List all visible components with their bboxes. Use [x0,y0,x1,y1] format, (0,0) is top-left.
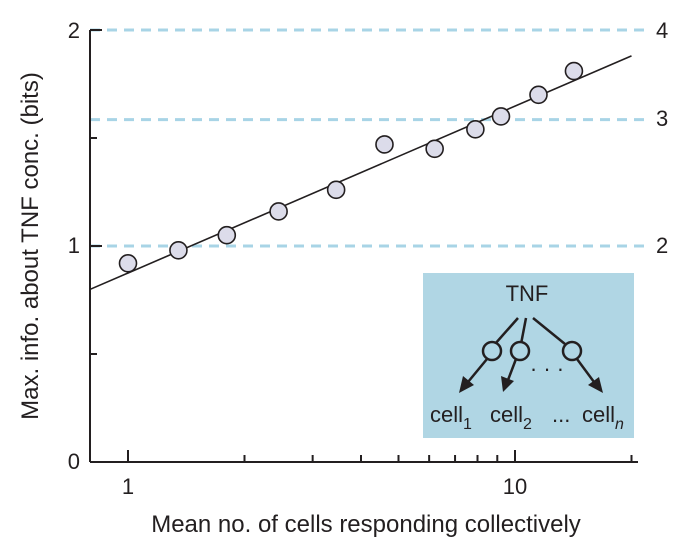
inset-cell-1-label: cell1 [430,402,472,433]
x-tick-label-10: 10 [503,474,527,499]
data-point [491,107,511,126]
inset-edge-1a [494,317,519,345]
reference-label-2: 2 [656,233,668,258]
y-tick-label-0: 0 [68,449,80,474]
inset-ellipsis-mid: · · · [530,356,564,381]
x-ticks [127,450,633,462]
data-point [269,202,288,221]
inset-edge-2b [506,358,518,381]
data-point [564,61,584,81]
inset-node-2 [509,340,531,362]
inset-arrowhead-2 [501,376,514,392]
inset-edge-2a [519,317,528,345]
inset-node-1 [481,340,503,362]
inset-tnf-label: TNF [506,281,549,306]
reference-label-4: 4 [656,18,668,43]
data-points [118,61,584,273]
y-tick-label-1: 1 [68,233,80,258]
data-point [118,253,138,273]
data-point [326,180,346,200]
inset-edge-1b [467,358,488,383]
data-point [375,135,394,154]
data-point [217,225,237,245]
x-axis-label: Mean no. of cells responding collectivel… [151,511,581,538]
y-axis-label: Max. info. about TNF conc. (bits) [17,72,44,420]
x-tick-label-1: 1 [122,474,134,499]
inset-node-3 [561,340,583,362]
inset-edge-3b [575,358,596,383]
inset-cell-n-label: celln [582,402,624,433]
inset-arrowhead-1 [459,376,474,393]
reference-label-3: 3 [656,106,668,131]
data-point [169,241,188,260]
inset-edge-3a [532,317,566,345]
y-ticks [90,29,102,463]
inset-arrowhead-3 [588,377,603,393]
data-point [425,139,444,159]
data-point [529,85,548,105]
data-point [466,120,485,139]
inset-cell-2-label: cell2 [490,402,532,433]
y-tick-label-2: 2 [68,18,80,43]
inset-ellipsis-bottom: ... [552,402,570,427]
inset-diagram: TNF · · · cell1 cell2 ... celln [423,273,634,438]
